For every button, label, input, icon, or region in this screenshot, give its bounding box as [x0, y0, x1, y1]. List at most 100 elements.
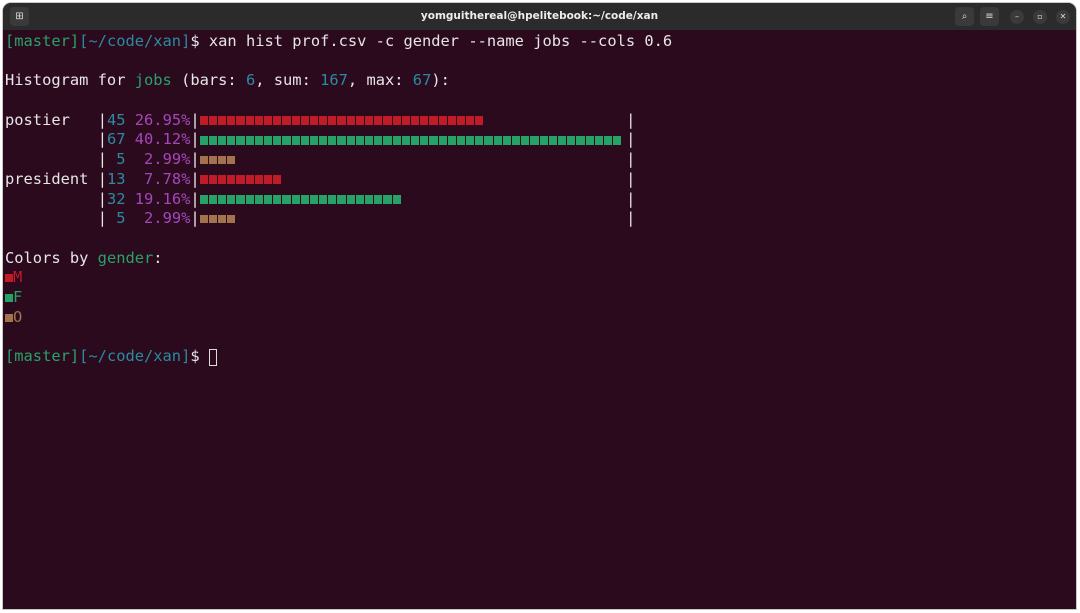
terminal-output[interactable]: [master] [~/code/xan] $ xan hist prof.csv …	[3, 30, 1076, 367]
new-tab-icon[interactable]: ⊞	[10, 7, 29, 26]
bar-block	[319, 116, 328, 125]
bar-block	[309, 195, 319, 204]
row-label: president	[5, 169, 89, 188]
row-percent: 7.78%	[144, 169, 191, 188]
prompt-line[interactable]: [master] [~/code/xan] $	[5, 347, 1076, 367]
bar-end-separator: |	[626, 189, 636, 208]
bar-end-separator: |	[626, 209, 636, 228]
bar-block	[410, 136, 420, 145]
bar-block	[300, 195, 309, 204]
prompt-path: [~/code/xan]	[79, 32, 191, 50]
bar-block	[218, 214, 227, 224]
row-count: 5	[106, 209, 126, 228]
close-icon[interactable]: ✕	[1056, 10, 1070, 24]
bars-count: 6	[245, 71, 256, 90]
bar-block	[328, 116, 337, 125]
histogram-row: president | 13 7.78% | |	[5, 170, 1076, 190]
bar-block	[218, 116, 227, 125]
bar-block	[401, 116, 410, 125]
prompt-symbol: $	[190, 347, 209, 366]
legend-suffix: :	[153, 248, 163, 267]
bar-block	[355, 195, 365, 204]
bar-block	[346, 116, 355, 125]
bar-end-separator: |	[626, 130, 636, 149]
bar-block	[475, 116, 484, 125]
bar-block	[208, 214, 218, 224]
bar-block	[429, 116, 438, 125]
bar-block	[539, 136, 548, 145]
bar-end-separator: |	[626, 169, 636, 188]
bar-separator: |	[97, 169, 107, 188]
bar-block	[236, 136, 245, 145]
bar-block	[300, 116, 309, 125]
bar-block	[512, 136, 521, 145]
bar-block	[227, 214, 236, 224]
bar-block	[410, 116, 420, 125]
bar-block	[337, 136, 346, 145]
bar-block	[254, 136, 263, 145]
bar-block	[254, 116, 263, 125]
bar-separator: |	[97, 130, 107, 149]
row-count: 13	[106, 169, 126, 188]
header-prefix: Histogram for	[5, 71, 135, 90]
bar-block	[227, 136, 236, 145]
bar-block	[291, 195, 300, 204]
legend-label: O	[13, 307, 23, 326]
bar-block	[263, 136, 273, 145]
bar-block	[236, 175, 245, 184]
header-text: ):	[431, 71, 450, 90]
bar-separator: |	[97, 209, 107, 228]
maximize-icon[interactable]: ▫	[1033, 10, 1047, 24]
bar-F	[199, 135, 626, 145]
bar-block	[466, 116, 475, 125]
row-percent: 26.95%	[134, 110, 191, 129]
prompt-path: [~/code/xan]	[79, 347, 191, 366]
bar-block	[199, 195, 208, 204]
histogram-row: postier | 45 26.95% | |	[5, 111, 1076, 131]
bar-block	[208, 195, 218, 204]
bar-block	[456, 116, 466, 125]
histogram-row: | 32 19.16% | |	[5, 190, 1076, 210]
bar-block	[227, 155, 236, 165]
bar-block	[263, 195, 273, 204]
bar-block	[337, 195, 346, 204]
minimize-icon[interactable]: –	[1010, 10, 1024, 24]
bar-block	[227, 175, 236, 184]
bar-block	[236, 195, 245, 204]
bar-block	[346, 136, 355, 145]
bar-block	[227, 116, 236, 125]
window-title: yomguithereal@hpelitebook:~/code/xan	[420, 10, 659, 22]
legend-swatch-icon	[5, 293, 13, 302]
bar-separator: |	[190, 209, 200, 228]
bar-separator: |	[190, 130, 200, 149]
bar-block	[383, 195, 392, 204]
menu-icon[interactable]: ≡	[980, 7, 999, 26]
bar-block	[576, 136, 585, 145]
legend-label: F	[13, 288, 23, 307]
bar-block	[309, 116, 319, 125]
command-line: [master] [~/code/xan] $ xan hist prof.csv …	[5, 32, 1076, 52]
bar-block	[585, 136, 594, 145]
bar-block	[245, 175, 254, 184]
row-percent: 40.12%	[134, 130, 191, 149]
bar-block	[273, 195, 282, 204]
bar-end-separator: |	[626, 110, 636, 129]
bar-block	[328, 195, 337, 204]
command-text: xan hist prof.csv -c gender --name jobs …	[208, 32, 673, 50]
bar-block	[557, 136, 567, 145]
search-icon[interactable]: ⌕	[955, 7, 974, 26]
bar-block	[245, 136, 254, 145]
bar-block	[438, 116, 447, 125]
bar-block	[218, 195, 227, 204]
bar-block	[263, 116, 273, 125]
bar-block	[319, 136, 328, 145]
row-count: 67	[106, 130, 126, 149]
bar-block	[603, 136, 613, 145]
bar-block	[346, 195, 355, 204]
bar-block	[420, 116, 429, 125]
legend-title: Colors by gender:	[5, 249, 1076, 269]
bar-block	[355, 116, 365, 125]
legend-prefix: Colors by	[5, 248, 98, 267]
bar-block	[365, 136, 374, 145]
bar-block	[208, 155, 218, 165]
